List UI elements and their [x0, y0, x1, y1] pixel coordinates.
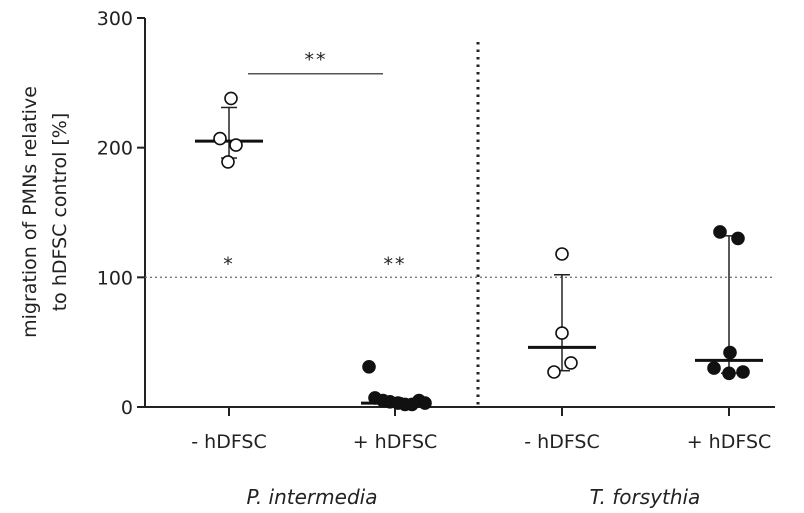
category-labels: - hDFSC + hDFSC - hDFSC + hDFSC P. intermedi…	[191, 431, 771, 509]
data-point	[736, 365, 750, 379]
data-marks	[195, 91, 763, 412]
data-point	[713, 225, 727, 239]
group-label: T. forsythia	[590, 485, 701, 509]
data-point	[564, 356, 578, 370]
y-axis-title-line1: migration of PMNs relative	[19, 86, 41, 338]
significance-marks: *** **	[223, 49, 407, 276]
significance-label: **	[384, 253, 407, 275]
y-axis-title-line2: to hDFSC control [%]	[49, 113, 71, 312]
data-point	[555, 247, 569, 261]
data-point	[707, 361, 721, 375]
data-point	[418, 396, 432, 410]
data-point	[221, 155, 235, 169]
data-point	[213, 131, 227, 146]
data-point	[723, 345, 737, 360]
category-label: + hDFSC	[353, 431, 438, 453]
data-point	[555, 326, 569, 340]
category-label: + hDFSC	[687, 431, 772, 453]
axes: 0 100 200 300	[97, 8, 775, 419]
category-label: - hDFSC	[524, 431, 600, 453]
data-point	[362, 360, 376, 374]
significance-label: *	[223, 253, 235, 275]
y-tick-label: 0	[121, 397, 133, 419]
data-point	[547, 365, 561, 379]
data-point	[224, 91, 238, 106]
data-point	[722, 366, 736, 381]
y-tick-label: 300	[97, 8, 133, 30]
group-label: P. intermedia	[247, 485, 378, 509]
category-label: - hDFSC	[191, 431, 267, 453]
y-tick-label: 200	[97, 138, 133, 160]
y-tick-label: 100	[97, 267, 133, 289]
data-point	[229, 138, 243, 152]
significance-label: **	[305, 49, 328, 71]
data-point	[731, 231, 745, 246]
